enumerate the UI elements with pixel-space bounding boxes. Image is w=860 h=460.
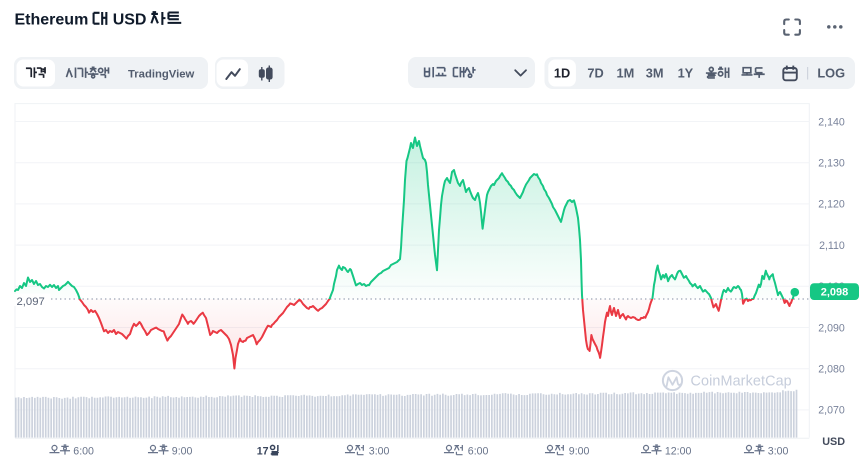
svg-text:2,140: 2,140 <box>818 116 845 128</box>
svg-text:CoinMarketCap: CoinMarketCap <box>691 374 792 390</box>
svg-text:LOG: LOG <box>817 66 845 81</box>
svg-text:2,098: 2,098 <box>821 287 849 299</box>
svg-text:1D: 1D <box>554 66 570 81</box>
svg-text:9:00: 9:00 <box>172 445 193 457</box>
svg-text:9:00: 9:00 <box>569 445 590 457</box>
svg-text:USD: USD <box>822 436 845 448</box>
svg-text:TradingView: TradingView <box>128 68 195 80</box>
svg-text:7D: 7D <box>587 66 603 81</box>
svg-text:2,097: 2,097 <box>17 296 45 308</box>
svg-text:2,080: 2,080 <box>818 364 845 376</box>
svg-text:3:00: 3:00 <box>369 445 390 457</box>
svg-text:2,070: 2,070 <box>818 405 845 417</box>
svg-text:6:00: 6:00 <box>73 445 94 457</box>
svg-text:2,120: 2,120 <box>818 199 845 211</box>
svg-text:12:00: 12:00 <box>665 445 692 457</box>
svg-text:3:00: 3:00 <box>768 445 789 457</box>
svg-text:USD: USD <box>113 11 147 28</box>
svg-text:17: 17 <box>257 445 269 457</box>
svg-text:2,090: 2,090 <box>818 322 845 334</box>
svg-text:1M: 1M <box>617 66 635 81</box>
svg-text:6:00: 6:00 <box>468 445 489 457</box>
svg-text:2,130: 2,130 <box>818 158 845 170</box>
svg-text:3M: 3M <box>646 66 664 81</box>
svg-text:1Y: 1Y <box>678 66 694 81</box>
svg-text:Ethereum: Ethereum <box>15 11 89 28</box>
svg-text:2,110: 2,110 <box>819 240 845 252</box>
